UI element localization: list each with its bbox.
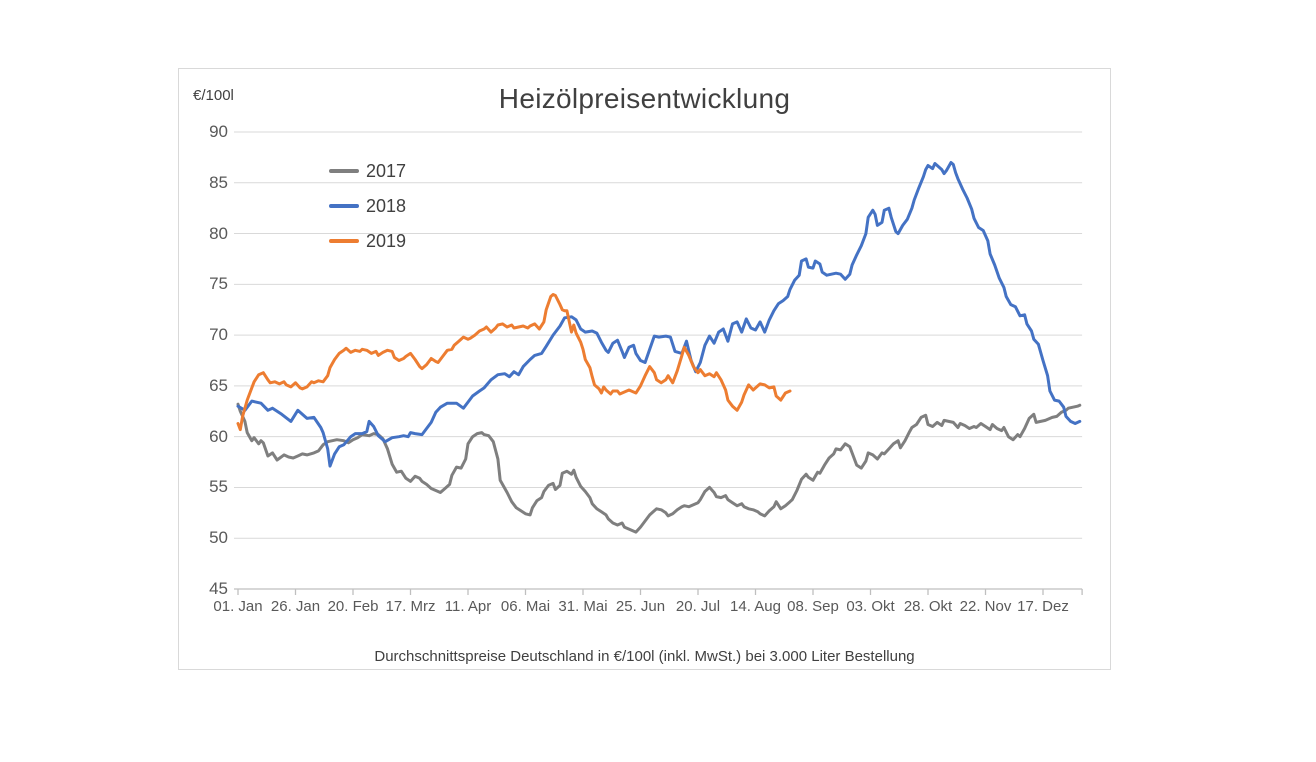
legend: 2017 2018 2019 xyxy=(329,157,406,255)
legend-label-2017: 2017 xyxy=(366,160,407,181)
legend-label-2018: 2018 xyxy=(366,195,407,216)
y-tick-label-65: 65 xyxy=(209,375,228,395)
chart-caption: Durchschnittspreise Deutschland in €/100… xyxy=(374,648,915,665)
x-tick-label-14-Aug: 14. Aug xyxy=(730,598,781,615)
x-tick-label-26-Jan: 26. Jan xyxy=(270,598,321,615)
series-line-2018 xyxy=(236,161,1082,468)
x-tick-label-03-Okt: 03. Okt xyxy=(846,598,895,615)
x-tick-label-20-Jul: 20. Jul xyxy=(675,598,721,615)
x-tick-label-01-Jan: 01. Jan xyxy=(213,598,263,615)
x-tick-label-08-Sep: 08. Sep xyxy=(787,598,839,615)
y-tick-label-60: 60 xyxy=(209,426,228,446)
x-tick-label-20-Feb: 20. Feb xyxy=(327,598,379,615)
chart-container: €/100l Heizölpreisentwicklung 90 85 80 75 70… xyxy=(178,68,1111,670)
y-tick-label-75: 75 xyxy=(209,274,228,294)
x-tick-label-31-Mai: 31. Mai xyxy=(558,598,608,615)
y-tick-label-45: 45 xyxy=(209,579,228,598)
legend-line-swatch-2019 xyxy=(329,239,359,243)
legend-item-2018: 2018 xyxy=(329,192,406,220)
x-tick-label-17-Mrz: 17. Mrz xyxy=(385,598,436,615)
plot-area xyxy=(234,131,1083,595)
series-line-2017 xyxy=(236,402,1082,534)
x-tick-label-17-Dez: 17. Dez xyxy=(1017,598,1069,615)
x-tick-label-06-Mai: 06. Mai xyxy=(500,598,551,615)
y-tick-label-80: 80 xyxy=(209,223,228,243)
x-tick-label-11-Apr: 11. Apr xyxy=(444,598,492,615)
y-tick-label-55: 55 xyxy=(209,477,228,497)
legend-line-swatch-2017 xyxy=(329,169,359,173)
y-tick-label-70: 70 xyxy=(209,325,228,345)
y-tick-label-85: 85 xyxy=(209,172,228,192)
x-tick-label-22-Nov: 22. Nov xyxy=(959,598,1012,615)
legend-item-2017: 2017 xyxy=(329,157,406,185)
series-line-2019 xyxy=(236,293,792,432)
y-tick-label-50: 50 xyxy=(209,528,228,548)
x-tick-label-25-Jun: 25. Jun xyxy=(615,598,666,615)
legend-item-2019: 2019 xyxy=(329,227,406,255)
y-axis-unit-label: €/100l xyxy=(193,87,234,104)
legend-line-swatch-2018 xyxy=(329,204,359,208)
y-tick-label-90: 90 xyxy=(209,122,228,141)
legend-label-2019: 2019 xyxy=(366,230,407,251)
chart-title: Heizölpreisentwicklung xyxy=(498,83,791,114)
x-tick-label-28-Okt: 28. Okt xyxy=(903,598,953,615)
